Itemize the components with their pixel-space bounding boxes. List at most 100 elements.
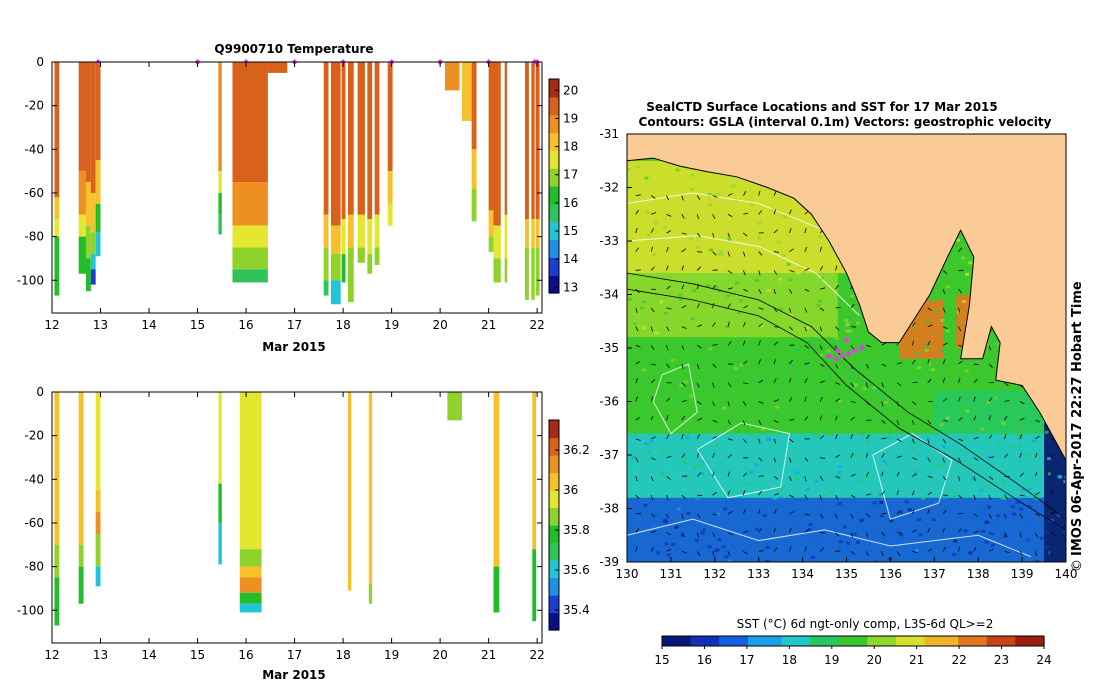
velocity-vector [635,344,641,348]
colorbar-segment [549,125,559,130]
sst-colorbar-segment [666,636,673,646]
sst-pixel [736,194,741,198]
sst-pixel [754,527,759,531]
velocity-vector [635,307,638,313]
sst-pixel [968,261,973,265]
sst-pixel [792,522,797,526]
velocity-vector [942,377,946,383]
profile-9-layer-3 [330,280,341,305]
sst-pixel [765,545,770,549]
velocity-vector [896,490,899,496]
velocity-vector [773,419,779,424]
sst-pixel [714,444,719,448]
profile-6-layer-3 [232,247,268,270]
profile-20-layer-2 [493,258,501,283]
sst-pixel [1017,422,1022,426]
sst-pixel [827,374,832,378]
velocity-vector [973,494,976,500]
sst-pixel [1010,446,1015,450]
sst-colorbar-segment [1029,636,1036,646]
sst-pixel [949,341,954,345]
velocity-vector [1004,550,1010,553]
velocity-vector [1035,513,1041,516]
velocity-vector [666,415,669,421]
sst-pixel [1027,453,1032,457]
velocity-vector [789,270,795,273]
velocity-vector [896,455,902,459]
sst-pixel [952,495,957,499]
sst-pixel [780,222,785,226]
sst-pixel [930,300,935,304]
velocity-vector [865,471,870,477]
sst-pixel [941,366,946,370]
sst-pixel [884,401,889,405]
sst-region-3 [627,433,1045,498]
sst-colorbar-segment [776,636,782,646]
sst-colorbar-segment [996,636,1002,646]
sst-pixel [964,407,969,411]
sst-colorbar-segment [953,636,959,646]
velocity-vector [973,476,976,482]
sst-pixel [757,221,762,225]
sst-colorbar-tick-label: 22 [951,653,966,667]
profile-18-layer-0 [471,62,477,150]
velocity-vector [973,436,979,440]
sst-pixel [935,309,940,313]
sst-pixel [649,309,654,313]
sst-pixel [945,381,950,385]
sst-pixel [675,168,680,172]
velocity-vector [912,529,917,533]
sst-pixel [775,405,780,409]
profile-4-layer-4 [239,592,262,604]
sst-pixel [714,301,719,305]
sst-pixel [695,293,700,297]
lon-tick-label: 140 [1055,567,1078,581]
sst-pixel [692,466,697,470]
x-tick-label: 13 [93,318,108,332]
sst-colorbar-frame [661,635,1045,647]
sst-pixel [877,492,882,496]
sst-colorbar-segment [886,636,892,646]
velocity-vector [804,457,809,462]
x-tick-label: 16 [238,648,253,662]
velocity-vector [773,378,777,383]
sst-pixel [1044,545,1049,549]
sst-pixel [754,278,759,282]
profile-3-layer-4 [90,269,96,285]
sst-colorbar-segment [829,636,835,646]
colorbar-segment [549,518,559,523]
sst-pixel [981,374,986,378]
colorbar-segment [549,444,559,449]
velocity-vector [942,289,946,295]
sst-pixel [713,458,718,462]
sst-colorbar-tick-label: 24 [1036,653,1051,667]
sst-colorbar-segment [762,636,768,646]
velocity-vector [1004,434,1007,440]
colorbar-segment [549,268,559,273]
sst-pixel [990,543,995,547]
colorbar-segment [549,100,559,105]
colorbar-tick-label: 19 [563,111,578,125]
velocity-vector [696,513,701,519]
velocity-vector [865,551,869,557]
colorbar-frame [548,78,560,294]
sst-pixel [745,390,750,394]
sst-pixel [862,387,867,391]
colorbar-segment [549,271,559,276]
sst-pixel [909,441,914,445]
x-tick-label: 13 [93,648,108,662]
colorbar-segment [549,128,559,134]
sst-pixel [952,352,957,356]
sst-colorbar-segment [853,636,859,646]
velocity-vector [727,438,733,441]
profile-19-layer-2 [488,236,494,252]
sst-colorbar-segment [876,636,883,646]
colorbar-segment [549,486,559,491]
velocity-vector [958,528,962,533]
sst-pixel [804,366,809,370]
sst-pixel [841,560,846,562]
velocity-vector [773,229,778,234]
sst-pixel [643,389,648,393]
sst-pixel [733,503,738,507]
sst-pixel [731,184,736,188]
